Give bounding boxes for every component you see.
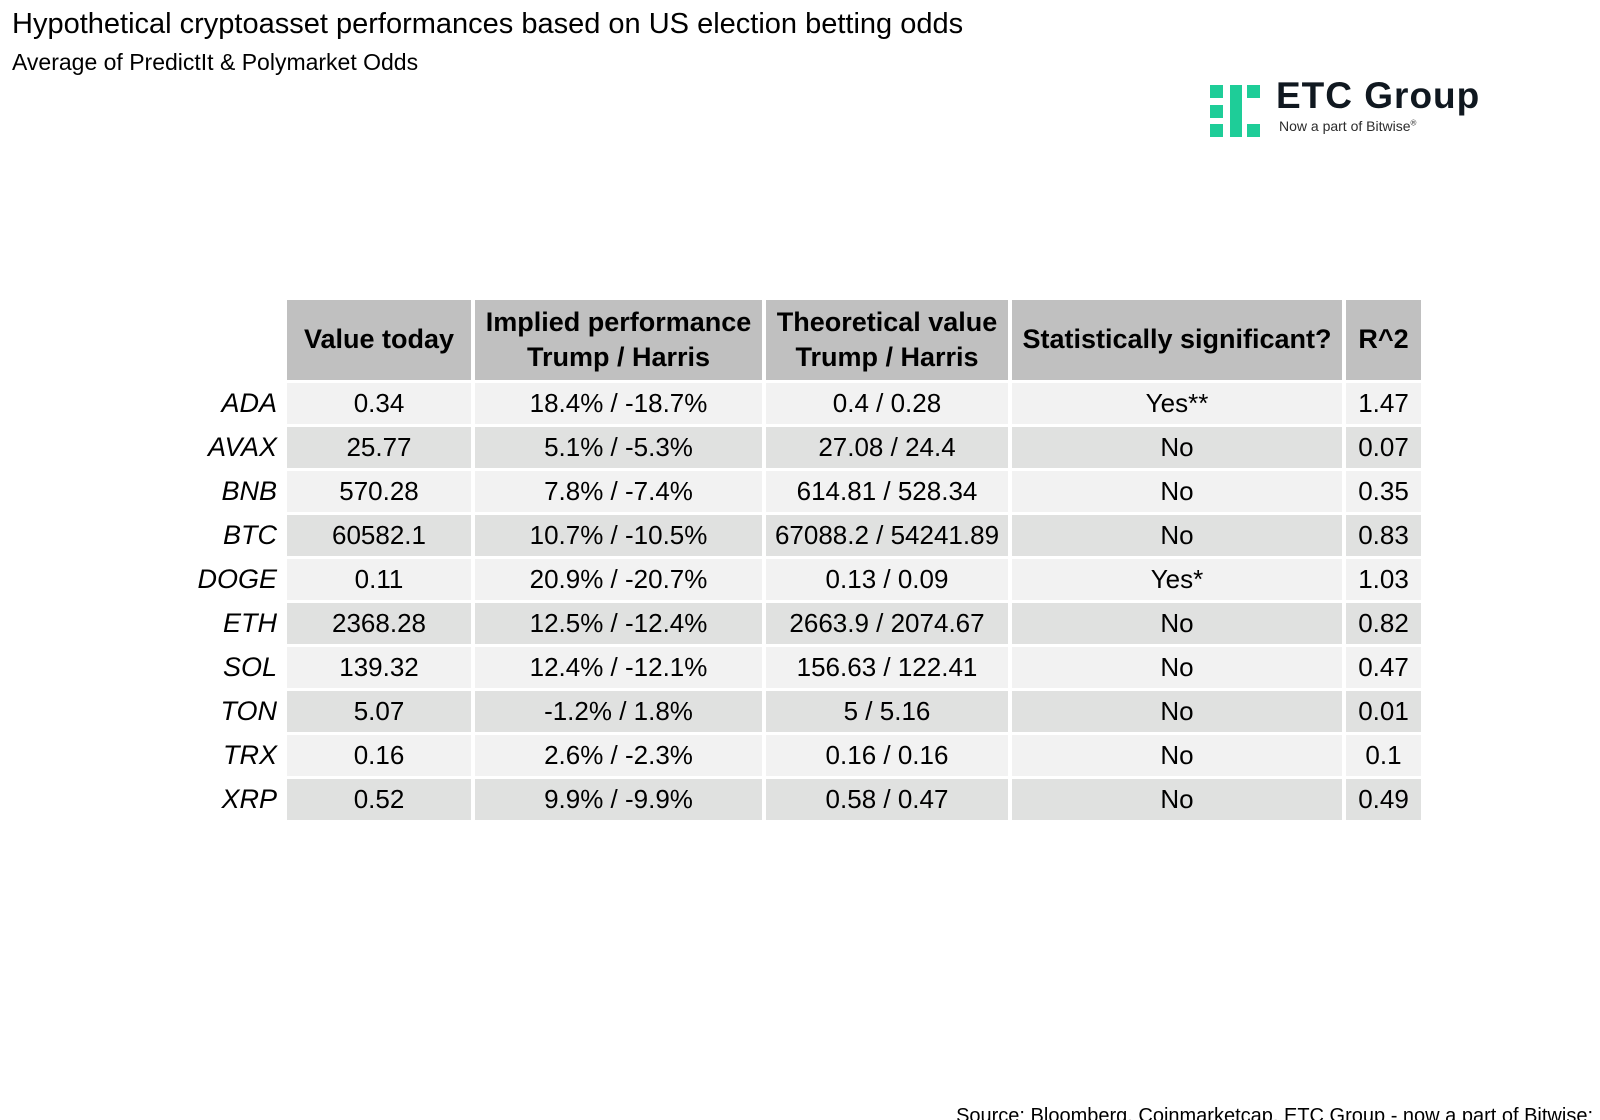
implied-performance-cell: 9.9% / -9.9%	[475, 779, 762, 820]
table-corner-cell	[200, 300, 283, 380]
value-today-cell: 5.07	[287, 691, 471, 732]
significant-cell: Yes**	[1012, 383, 1342, 424]
col-header-r-squared: R^2	[1346, 300, 1421, 380]
r2-cell: 0.83	[1346, 515, 1421, 556]
crypto-performance-table: Value today Implied performance Trump / H…	[197, 300, 1421, 820]
asset-label: DOGE	[197, 564, 277, 594]
r2-cell: 0.35	[1346, 471, 1421, 512]
col-header-label: Implied performance	[485, 306, 752, 337]
etc-group-logo: ETC Group Now a part of Bitwise®	[1210, 77, 1590, 147]
asset-label: XRP	[221, 784, 277, 814]
col-header-statistically-significant: Statistically significant?	[1012, 300, 1342, 380]
significant-cell: No	[1012, 471, 1342, 512]
significant-cell: No	[1012, 427, 1342, 468]
logo-brand-name: ETC Group	[1276, 75, 1481, 116]
col-header-label: R^2	[1358, 324, 1409, 355]
implied-performance-cell: 5.1% / -5.3%	[475, 427, 762, 468]
implied-performance-cell: 18.4% / -18.7%	[475, 383, 762, 424]
theoretical-value-cell: 5 / 5.16	[766, 691, 1008, 732]
theoretical-value-cell: 0.4 / 0.28	[766, 383, 1008, 424]
asset-label: ETH	[223, 608, 277, 638]
asset-label: TRX	[223, 740, 277, 770]
r2-cell: 1.47	[1346, 383, 1421, 424]
col-header-subline: Trump / Harris	[526, 342, 711, 372]
r2-cell: 0.49	[1346, 779, 1421, 820]
logo-tagline: Now a part of Bitwise®	[1279, 118, 1416, 134]
theoretical-value-cell: 614.81 / 528.34	[766, 471, 1008, 512]
page-title: Hypothetical cryptoasset performances ba…	[12, 8, 964, 40]
value-today-cell: 570.28	[287, 471, 471, 512]
significant-cell: Yes*	[1012, 559, 1342, 600]
significant-cell: No	[1012, 735, 1342, 776]
asset-label: SOL	[222, 652, 277, 682]
implied-performance-cell: 7.8% / -7.4%	[475, 471, 762, 512]
implied-performance-cell: 12.5% / -12.4%	[475, 603, 762, 644]
theoretical-value-cell: 0.16 / 0.16	[766, 735, 1008, 776]
asset-label: BNB	[221, 476, 277, 506]
implied-performance-cell: 10.7% / -10.5%	[475, 515, 762, 556]
value-today-cell: 0.16	[287, 735, 471, 776]
theoretical-value-cell: 0.58 / 0.47	[766, 779, 1008, 820]
significant-cell: No	[1012, 779, 1342, 820]
implied-performance-cell: 12.4% / -12.1%	[475, 647, 762, 688]
r2-cell: 0.1	[1346, 735, 1421, 776]
r2-cell: 1.03	[1346, 559, 1421, 600]
col-header-implied-performance: Implied performance Trump / Harris	[475, 300, 762, 380]
col-header-label: Theoretical value	[776, 306, 998, 337]
asset-label: AVAX	[207, 432, 277, 462]
theoretical-value-cell: 27.08 / 24.4	[766, 427, 1008, 468]
col-header-theoretical-value: Theoretical value Trump / Harris	[766, 300, 1008, 380]
asset-label: BTC	[223, 520, 277, 550]
significant-cell: No	[1012, 691, 1342, 732]
asset-label: TON	[220, 696, 277, 726]
value-today-cell: 139.32	[287, 647, 471, 688]
registered-trademark-symbol: ®	[1410, 118, 1417, 128]
col-header-subline: Trump / Harris	[795, 342, 979, 372]
r2-cell: 0.07	[1346, 427, 1421, 468]
r2-cell: 0.01	[1346, 691, 1421, 732]
value-today-cell: 60582.1	[287, 515, 471, 556]
page-subtitle: Average of PredictIt & Polymarket Odds	[12, 49, 419, 75]
col-header-label: Statistically significant?	[1022, 324, 1332, 355]
logo-tagline-text: Now a part of Bitwise	[1279, 118, 1411, 134]
value-today-cell: 25.77	[287, 427, 471, 468]
col-header-label: Value today	[303, 324, 455, 355]
implied-performance-cell: 20.9% / -20.7%	[475, 559, 762, 600]
theoretical-value-cell: 156.63 / 122.41	[766, 647, 1008, 688]
value-today-cell: 0.34	[287, 383, 471, 424]
asset-label: ADA	[221, 388, 277, 418]
r2-cell: 0.47	[1346, 647, 1421, 688]
value-today-cell: 0.52	[287, 779, 471, 820]
significant-cell: No	[1012, 647, 1342, 688]
r2-cell: 0.82	[1346, 603, 1421, 644]
implied-performance-cell: -1.2% / 1.8%	[475, 691, 762, 732]
significant-cell: No	[1012, 515, 1342, 556]
col-header-value-today: Value today	[287, 300, 471, 380]
etc-group-logo-icon	[1210, 85, 1260, 137]
value-today-cell: 0.11	[287, 559, 471, 600]
source-line: Source: Bloomberg, Coinmarketcap, ETC Gr…	[956, 1105, 1593, 1120]
source-note: Source: Bloomberg, Coinmarketcap, ETC Gr…	[884, 1059, 1593, 1120]
value-today-cell: 2368.28	[287, 603, 471, 644]
implied-performance-cell: 2.6% / -2.3%	[475, 735, 762, 776]
theoretical-value-cell: 67088.2 / 54241.89	[766, 515, 1008, 556]
significant-cell: No	[1012, 603, 1342, 644]
theoretical-value-cell: 0.13 / 0.09	[766, 559, 1008, 600]
theoretical-value-cell: 2663.9 / 2074.67	[766, 603, 1008, 644]
